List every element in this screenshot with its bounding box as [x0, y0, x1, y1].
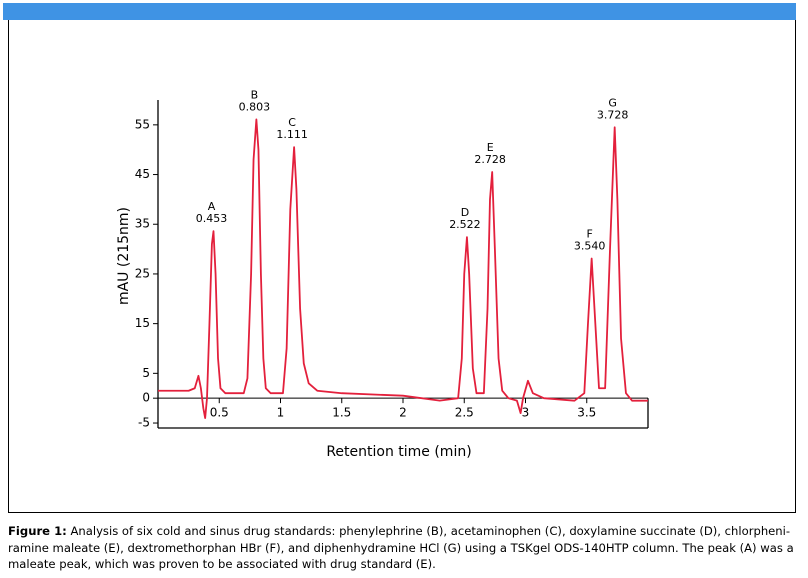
x-tick-label: 2.5	[455, 406, 474, 420]
peak-name: D	[461, 206, 469, 219]
peak-name: B	[251, 88, 259, 101]
y-tick-label: -5	[138, 416, 150, 430]
y-tick-label: 0	[142, 391, 150, 405]
peak-time: 3.540	[574, 240, 606, 253]
header-bar	[3, 3, 796, 20]
peak-name: F	[586, 228, 592, 241]
caption: Figure 1: Analysis of six cold and sinus…	[8, 523, 798, 573]
x-tick-label: 1	[277, 406, 285, 420]
peak-time: 2.522	[449, 218, 481, 231]
x-tick-label: 3.5	[577, 406, 596, 420]
peak-name: A	[208, 200, 216, 213]
y-axis-label: mAU (215nm)	[116, 207, 132, 305]
peak-time: 2.728	[474, 153, 506, 166]
peak-time: 0.803	[239, 100, 271, 113]
x-tick-label: 0.5	[210, 406, 229, 420]
peak-name: G	[608, 96, 617, 109]
peak-time: 1.111	[276, 128, 308, 141]
x-tick-label: 2	[399, 406, 407, 420]
peak-time: 0.453	[196, 212, 228, 225]
figure-frame	[8, 20, 796, 513]
peak-name: E	[487, 141, 494, 154]
y-tick-label: 15	[135, 316, 150, 330]
caption-text: Analysis of six cold and sinus drug stan…	[8, 524, 794, 571]
peak-name: C	[288, 116, 296, 129]
trace	[158, 118, 648, 419]
y-tick-label: 45	[135, 167, 150, 181]
caption-label: Figure 1:	[8, 524, 67, 538]
y-tick-label: 35	[135, 217, 150, 231]
x-axis-label: Retention time (min)	[326, 444, 471, 460]
y-tick-label: 55	[135, 117, 150, 131]
x-tick-label: 3	[522, 406, 530, 420]
x-tick-label: 1.5	[332, 406, 351, 420]
y-tick-label: 5	[142, 366, 150, 380]
y-tick-label: 25	[135, 266, 150, 280]
peak-time: 3.728	[597, 108, 629, 121]
